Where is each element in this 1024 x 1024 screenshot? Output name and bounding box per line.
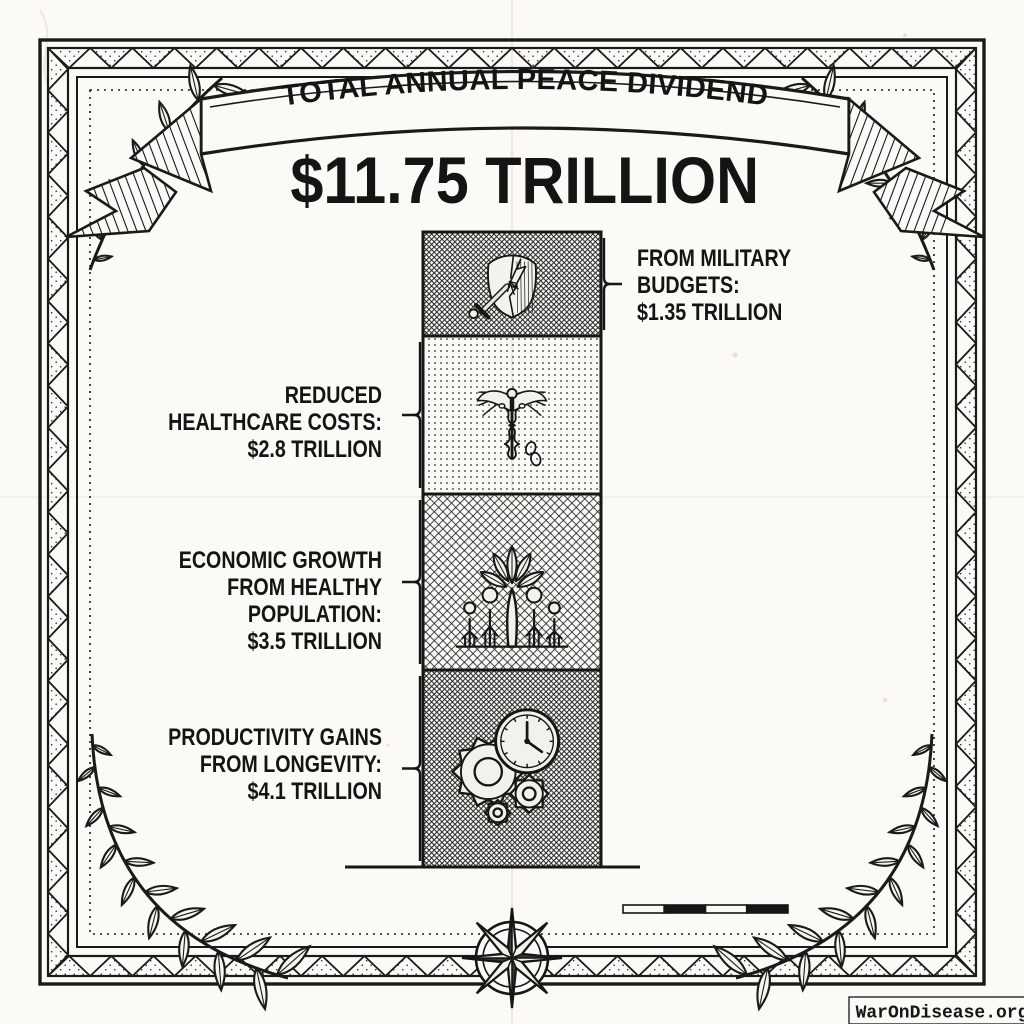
svg-text:PRODUCTIVITY GAINS: PRODUCTIVITY GAINS	[168, 723, 382, 750]
svg-text:HEALTHCARE COSTS:: HEALTHCARE COSTS:	[168, 408, 382, 435]
svg-text:$1.35 TRILLION: $1.35 TRILLION	[637, 298, 782, 325]
svg-text:$2.8 TRILLION: $2.8 TRILLION	[248, 435, 382, 462]
svg-text:BUDGETS:: BUDGETS:	[637, 271, 740, 298]
svg-text:REDUCED: REDUCED	[285, 381, 382, 408]
svg-text:FROM HEALTHY: FROM HEALTHY	[227, 573, 382, 600]
svg-text:POPULATION:: POPULATION:	[248, 600, 382, 627]
svg-text:$3.5 TRILLION: $3.5 TRILLION	[248, 627, 382, 654]
svg-text:$4.1 TRILLION: $4.1 TRILLION	[248, 777, 382, 804]
svg-text:FROM MILITARY: FROM MILITARY	[637, 244, 791, 271]
svg-text:WarOnDisease.org: WarOnDisease.org	[856, 1004, 1024, 1024]
svg-text:FROM LONGEVITY:: FROM LONGEVITY:	[200, 750, 382, 777]
svg-text:ECONOMIC GROWTH: ECONOMIC GROWTH	[179, 546, 382, 573]
svg-text:$11.75 TRILLION: $11.75 TRILLION	[290, 144, 759, 218]
